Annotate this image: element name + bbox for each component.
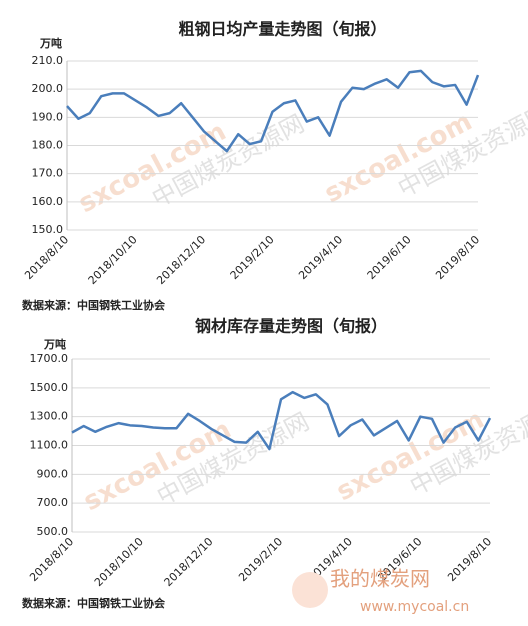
y-tick-label: 1500.0	[30, 381, 69, 394]
data-line	[71, 390, 492, 451]
x-tick-label: 2019/6/10	[365, 233, 414, 282]
x-tick-label: 2018/8/10	[27, 535, 76, 584]
y-tick-label: 190.0	[32, 110, 64, 123]
source: 数据来源：中国钢铁工业协会	[22, 596, 166, 610]
y-tick-label: 1300.0	[30, 410, 69, 423]
x-tick-label: 2019/8/10	[445, 535, 494, 584]
logo-url: www.mycoal.cn	[360, 599, 469, 615]
y-tick-label: 200.0	[32, 82, 64, 95]
y-tick-label: 700.0	[37, 496, 69, 509]
y-tick-label: 160.0	[32, 195, 64, 208]
chart-title: 粗钢日均产量走势图（旬报）	[178, 20, 386, 39]
x-tick-label: 2019/2/10	[228, 233, 277, 282]
logo-name: 我的煤炭网	[330, 567, 430, 591]
y-tick-label: 500.0	[37, 525, 69, 538]
y-tick-label: 900.0	[37, 467, 69, 480]
x-tick-label: 2019/2/10	[236, 535, 285, 584]
x-tick-label: 2018/12/10	[162, 535, 216, 589]
y-axis-unit: 万吨	[39, 36, 62, 50]
x-tick-label: 2019/8/10	[433, 233, 482, 282]
y-tick-label: 1100.0	[30, 439, 69, 452]
data-line	[66, 69, 480, 153]
chart-title: 钢材库存量走势图（旬报）	[195, 317, 387, 336]
x-tick-label: 2018/12/10	[154, 233, 208, 287]
x-tick-label: 2018/8/10	[22, 233, 71, 282]
x-tick-label: 2019/4/10	[296, 233, 345, 282]
y-tick-label: 180.0	[32, 139, 64, 152]
y-tick-label: 170.0	[32, 167, 64, 180]
logo: 我的煤炭网 www.mycoal.cn	[292, 567, 469, 615]
source: 数据来源：中国钢铁工业协会	[22, 298, 166, 312]
x-tick-label: 2018/10/10	[92, 535, 146, 589]
y-axis-unit: 万吨	[43, 337, 66, 351]
y-tick-label: 1700.0	[30, 352, 69, 365]
y-tick-label: 210.0	[32, 54, 64, 67]
y-tick-label: 150.0	[32, 223, 64, 236]
x-tick-label: 2018/10/10	[86, 233, 140, 287]
logo-icon	[292, 572, 328, 608]
